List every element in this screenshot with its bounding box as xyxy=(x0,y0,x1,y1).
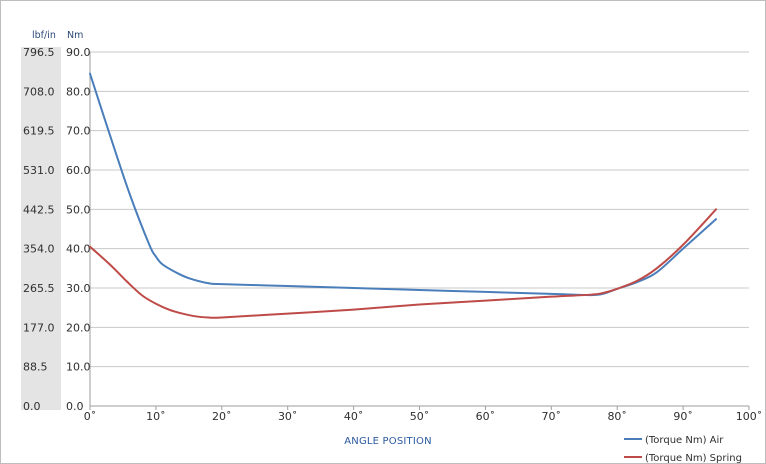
y-tick-label-lbf: 708.0 xyxy=(23,85,55,98)
y-tick-label-lbf: 177.0 xyxy=(23,321,55,334)
series-line-spring xyxy=(89,208,718,319)
y-tick-label-nm: 20.0 xyxy=(66,321,91,334)
y-tick-label-lbf: 265.5 xyxy=(23,282,55,295)
x-axis-title: ANGLE POSITION xyxy=(344,436,432,447)
y-tick-label-lbf: 442.5 xyxy=(23,203,55,216)
y-right-unit-label: Nm xyxy=(67,30,83,41)
series-line-air xyxy=(89,72,718,297)
x-tick-label: 20˚ xyxy=(212,410,232,423)
y-tick-label-lbf: 531.0 xyxy=(23,164,55,177)
x-tick-label: 60˚ xyxy=(476,410,496,423)
legend-label-air: (Torque Nm) Air xyxy=(645,435,724,446)
data-series xyxy=(89,72,718,319)
x-tick-label: 80˚ xyxy=(607,410,627,423)
gridlines xyxy=(89,51,750,410)
y-tick-label-nm: 30.0 xyxy=(66,282,91,295)
x-tick-label: 40˚ xyxy=(344,410,364,423)
left-axis-band xyxy=(21,47,61,410)
x-tick-label: 50˚ xyxy=(410,410,430,423)
y-tick-label-nm: 40.0 xyxy=(66,243,91,256)
y-tick-label-nm: 0.0 xyxy=(66,400,84,413)
x-tick-label: 70˚ xyxy=(542,410,562,423)
x-tick-label: 10˚ xyxy=(146,410,166,423)
y-tick-label-lbf: 796.5 xyxy=(23,46,55,59)
legend-label-spring: (Torque Nm) Spring xyxy=(645,453,742,464)
y-tick-label-lbf: 354.0 xyxy=(23,243,55,256)
y-tick-labels: 0.0 0.0 88.5 10.0 177.0 20.0 265.5 30.0 354.0 40.… xyxy=(23,46,91,413)
y-tick-label-nm: 90.0 xyxy=(66,46,91,59)
y-tick-label-nm: 70.0 xyxy=(66,125,91,138)
x-tick-label: 100˚ xyxy=(736,410,763,423)
y-tick-label-nm: 80.0 xyxy=(66,85,91,98)
y-tick-label-nm: 10.0 xyxy=(66,361,91,374)
x-tick-label: 30˚ xyxy=(278,410,298,423)
y-tick-label-lbf: 0.0 xyxy=(23,400,41,413)
y-left-unit-label: lbf/in xyxy=(32,30,56,41)
x-tick-labels: 0˚ 10˚ 20˚ 30˚ 40˚ 50˚ 60˚ 70˚ 80˚ 90˚ 100˚ xyxy=(84,410,763,423)
y-tick-label-nm: 60.0 xyxy=(66,164,91,177)
x-tick-label: 0˚ xyxy=(84,410,97,423)
legend: (Torque Nm) Air (Torque Nm) Spring xyxy=(624,435,742,464)
x-tick-label: 90˚ xyxy=(673,410,693,423)
y-tick-label-lbf: 88.5 xyxy=(23,361,48,374)
y-tick-label-lbf: 619.5 xyxy=(23,125,55,138)
y-tick-label-nm: 50.0 xyxy=(66,203,91,216)
